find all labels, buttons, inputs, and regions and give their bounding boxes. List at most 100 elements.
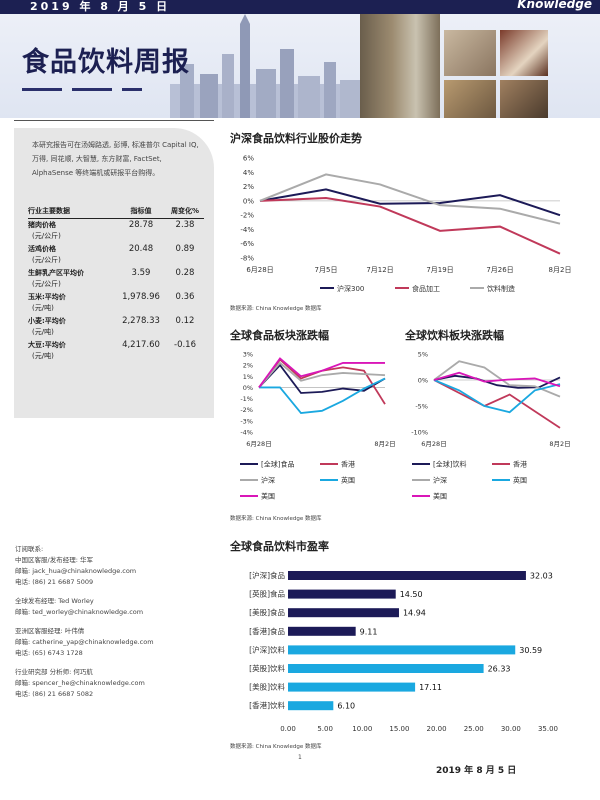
legend-label: 食品加工 <box>412 284 440 293</box>
y-tick-label: 0% <box>243 197 254 205</box>
indicator-unit: (元/吨) <box>32 304 54 312</box>
bar-value-label: 26.33 <box>488 665 511 674</box>
table-row: 活鸡价格 (元/公斤) 20.48 0.89 <box>28 243 204 267</box>
table-cell-name: 玉米:平均价 (元/吨) <box>28 291 116 315</box>
table-row: 大豆:平均价 (元/吨) 4,217.60 -0.16 <box>28 339 204 363</box>
indicator-unit: (元/公斤) <box>32 256 61 264</box>
indicator-value: 1,978.96 <box>122 292 160 302</box>
title-underline-3 <box>122 88 142 91</box>
bar-value-label: 30.59 <box>519 646 542 655</box>
x-tick-label: 7月12日 <box>366 266 393 274</box>
global-food-chart: 3% 2% 1% 0% -1% -2% -3% -4% 6月28日 8月2日 <box>240 351 395 449</box>
x-tick-label: 25.00 <box>464 725 484 733</box>
y-tick-label: 6% <box>243 155 254 163</box>
bar-1 <box>288 589 396 599</box>
contact-line: 电话: (86) 21 6687 5009 <box>15 578 94 586</box>
x-tick-label: 8月2日 <box>549 266 572 274</box>
x-tick-label: 6月28日 <box>246 440 271 448</box>
bar-category-label: [香港]饮料 <box>249 700 285 710</box>
y-tick-label: 5% <box>418 351 428 359</box>
supermarket-photo <box>360 14 440 118</box>
y-tick-label: 0% <box>243 384 253 392</box>
contact-line: 邮箱: ted_worley@chinaknowledge.com <box>15 608 144 616</box>
indicator-unit: (元/吨) <box>32 328 54 336</box>
sidebar-panel: 本研究报告可在汤姆路透, 彭博, 标准普尔 Capital IQ, 万得, 同花… <box>14 128 214 418</box>
contact-line: 电话: (65) 6743 1728 <box>15 649 83 657</box>
chart1-source: 数据来源: China Knowledge 数据库 <box>230 306 322 312</box>
indicator-value: 20.48 <box>128 244 154 254</box>
bar-value-label: 14.94 <box>403 609 426 618</box>
contact-line: 亚洲区客服经理: 叶伟倩 <box>15 627 85 635</box>
indicator-name: 活鸡价格 <box>28 245 56 253</box>
y-tick-label: -8% <box>240 255 254 263</box>
table-cell-name: 活鸡价格 (元/公斤) <box>28 243 116 267</box>
x-tick-label: 7月5日 <box>315 266 338 274</box>
contact-block: 全球发布经理: Ted Worley 邮箱: ted_worley@chinakn… <box>15 596 215 618</box>
sidebar-intro: 本研究报告可在汤姆路透, 彭博, 标准普尔 Capital IQ, 万得, 同花… <box>32 141 199 177</box>
brand-logo: Knowledge <box>517 0 592 11</box>
bar-category-label: [英股]饮料 <box>249 663 285 673</box>
contact-section: 订阅联系: 中国区客服/发布经理: 华军 邮箱: jack_hua@chinakno… <box>15 544 215 708</box>
legend-label: 英国 <box>341 476 355 485</box>
contact-block: 订阅联系: 中国区客服/发布经理: 华军 邮箱: jack_hua@chinakno… <box>15 544 215 588</box>
indicator-name: 生鲜乳产区平均价 <box>28 269 84 277</box>
y-tick-label: -4% <box>240 226 254 234</box>
y-tick-label: -2% <box>240 406 253 414</box>
y-tick-label: 2% <box>243 362 253 370</box>
bar-6 <box>288 682 416 692</box>
contact-line: 邮箱: spencer_he@chinaknowledge.com <box>15 679 145 687</box>
legend-label: 沪深 <box>433 476 447 485</box>
bar-value-label: 32.03 <box>530 572 553 581</box>
report-header: 2019 年 8 月 5 日 Knowledge 食品饮料周报 <box>0 0 600 118</box>
table-header-change: 周变化% <box>166 204 204 219</box>
indicator-value: 2,278.33 <box>122 316 160 326</box>
table-row: 生鲜乳产区平均价 (元/公斤) 3.59 0.28 <box>28 267 204 291</box>
global-beverage-chart: 5% 0% -5% -10% 6月28日 8月2日 <box>411 351 570 449</box>
x-tick-label: 7月19日 <box>426 266 453 274</box>
indicator-name: 玉米:平均价 <box>28 293 66 301</box>
city-skyline-image <box>170 14 370 118</box>
bar-4 <box>288 645 516 655</box>
series-line-4 <box>433 371 561 388</box>
indicator-name: 猪肉价格 <box>28 221 56 229</box>
y-tick-label: 1% <box>243 373 253 381</box>
table-cell-name: 猪肉价格 (元/公斤) <box>28 219 116 244</box>
chart4-source: 数据来源: China Knowledge 数据库 <box>230 744 322 750</box>
y-tick-label: -5% <box>415 403 428 411</box>
contact-block: 亚洲区客服经理: 叶伟倩 邮箱: catherine_yap@chinaknowl… <box>15 626 215 659</box>
y-tick-label: -6% <box>240 240 254 248</box>
legend-label: 香港 <box>341 460 355 469</box>
bar-5 <box>288 664 484 673</box>
table-cell-name: 小麦:平均价 (元/吨) <box>28 315 116 339</box>
contact-line: 行业研究部 分析师: 何巧航 <box>15 668 93 676</box>
x-tick-label: 30.00 <box>501 725 521 733</box>
y-tick-label: -10% <box>411 429 428 437</box>
x-tick-label: 7月26日 <box>486 266 513 274</box>
x-tick-label: 35.00 <box>538 725 558 733</box>
y-tick-label: -3% <box>240 417 253 425</box>
indicator-change: 0.89 <box>175 244 195 254</box>
indicator-value: 3.59 <box>131 268 151 278</box>
table-header-value: 指标值 <box>116 204 166 219</box>
bar-0 <box>288 571 526 580</box>
x-tick-label: 15.00 <box>389 725 409 733</box>
table-header-name: 行业主要数据 <box>28 204 116 219</box>
legend-label: 沪深300 <box>337 284 364 293</box>
legend-label: 香港 <box>513 460 527 469</box>
bar-3 <box>288 626 356 636</box>
footer-date: 2019 年 8 月 5 日 <box>436 766 517 776</box>
legend-label: 美国 <box>433 492 447 501</box>
title-underline-1 <box>22 88 62 91</box>
contact-title: 订阅联系: <box>15 545 44 553</box>
indicator-unit: (元/公斤) <box>32 280 61 288</box>
table-cell-name: 生鲜乳产区平均价 (元/公斤) <box>28 267 116 291</box>
y-tick-label: 0% <box>418 377 428 385</box>
contact-line: 全球发布经理: Ted Worley <box>15 597 94 605</box>
indicator-unit: (元/吨) <box>32 352 54 360</box>
series-line-0 <box>259 188 561 217</box>
header-top-bar <box>0 0 600 14</box>
indicator-value: 4,217.60 <box>122 340 160 350</box>
series-line-2 <box>258 361 386 389</box>
chart3-source: 数据来源: China Knowledge 数据库 <box>230 516 322 522</box>
x-tick-label: 0.00 <box>280 725 296 733</box>
